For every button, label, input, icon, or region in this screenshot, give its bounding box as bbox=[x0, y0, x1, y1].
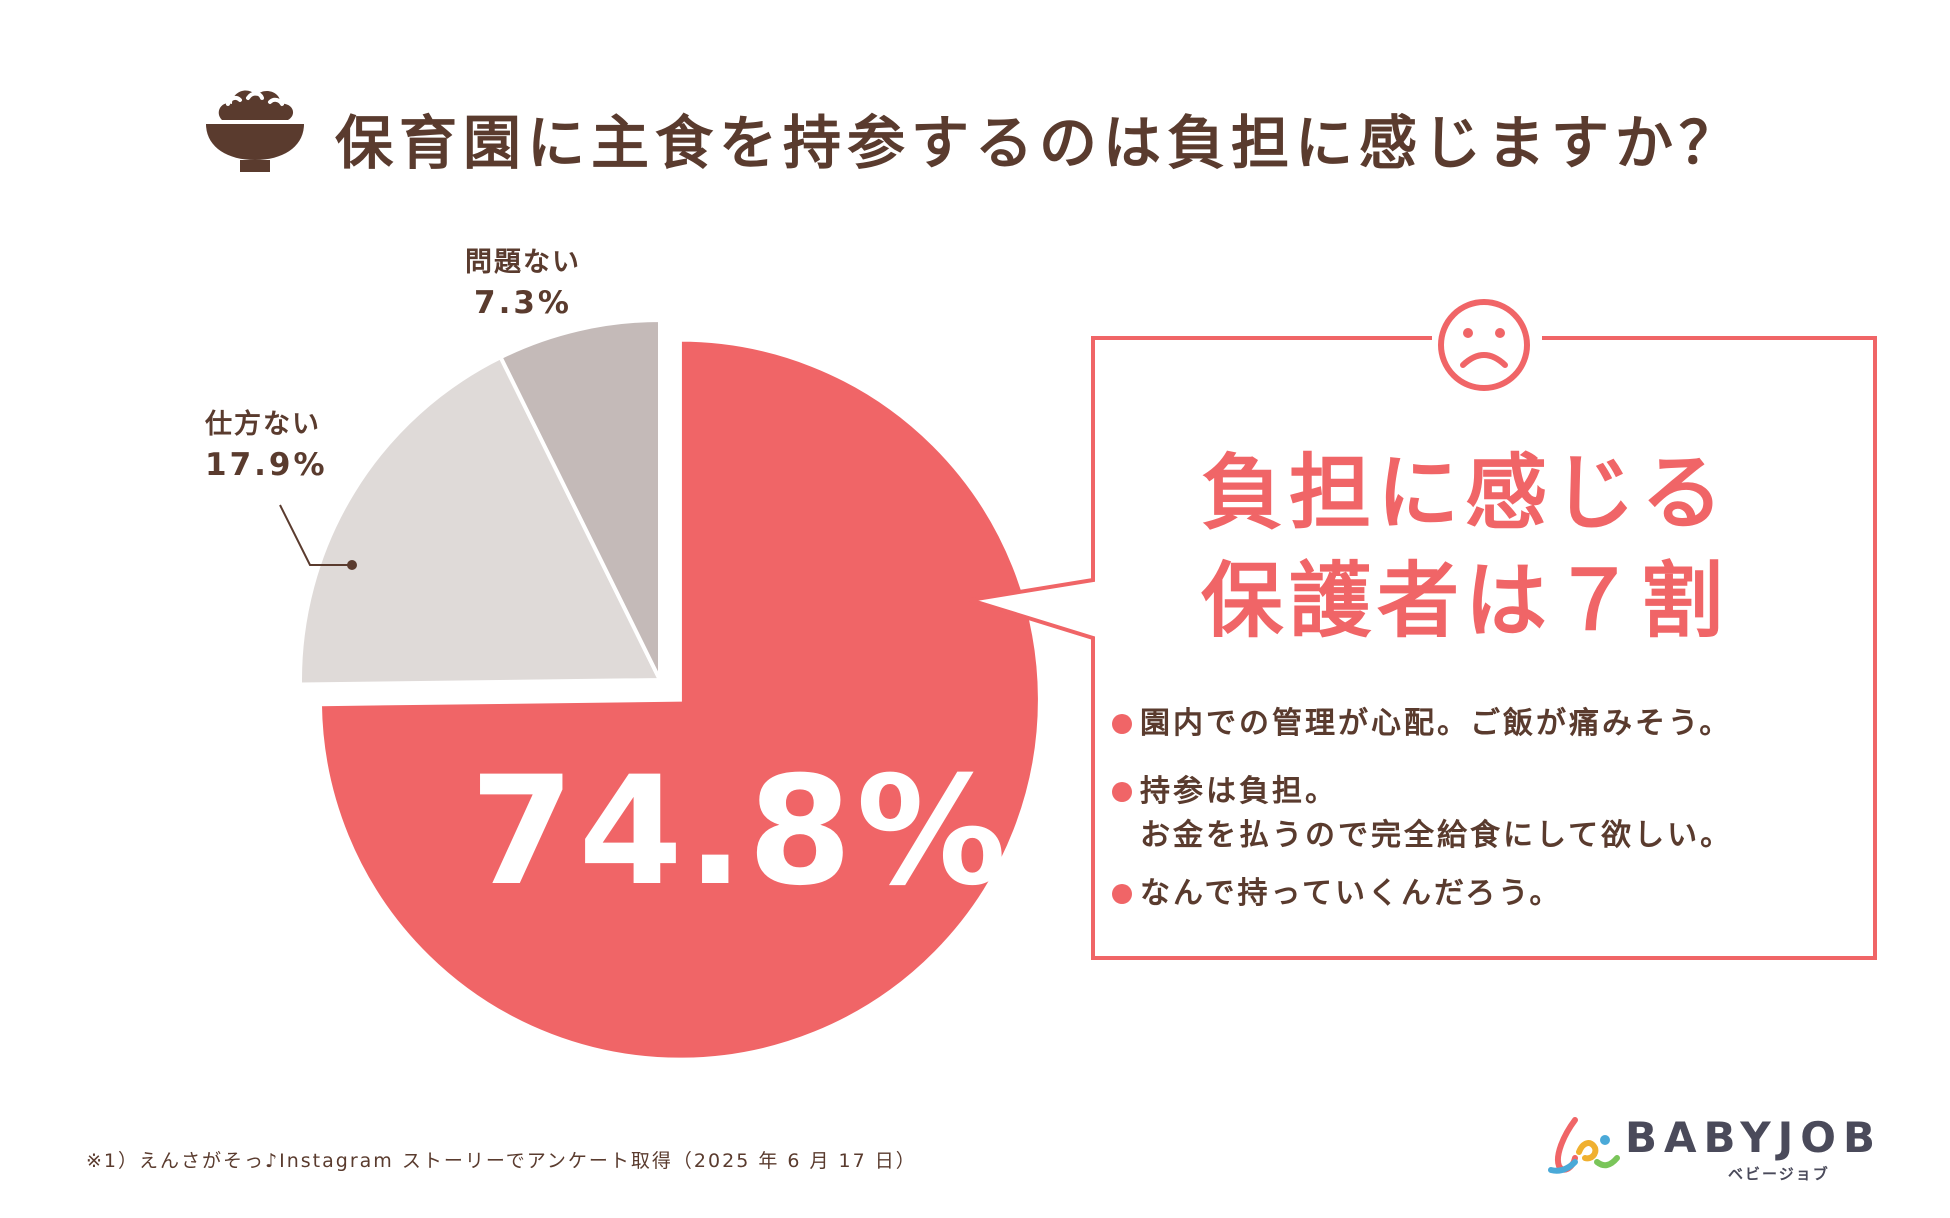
callout-heading-line2: 保護者は７割 bbox=[1200, 554, 1729, 649]
bullet-text: お金を払うので完全給食にして欲しい。 bbox=[1140, 818, 1734, 853]
rice-bowl-icon bbox=[206, 90, 304, 172]
slice-label-mondainai: 問題ない 7.3% bbox=[465, 240, 581, 321]
slice-label-shikatanai: 仕方ない 17.9% bbox=[205, 402, 328, 483]
bullet-text: なんで持っていくんだろう。 bbox=[1140, 876, 1563, 911]
slice-value: 17.9% bbox=[205, 447, 328, 483]
main-percentage-label: 74.8% bbox=[470, 745, 1011, 919]
slice-value: 7.3% bbox=[474, 285, 572, 321]
bullet-text: 持参は負担。 bbox=[1140, 774, 1338, 809]
footnote: ※1）えんさがそっ♪Instagram ストーリーでアンケート取得（2025 年… bbox=[86, 1150, 917, 1172]
brand-subtitle: ベビージョブ bbox=[1728, 1165, 1830, 1183]
pie-slice bbox=[298, 354, 664, 687]
chart-title: 保育園に主食を持参するのは負担に感じますか？ bbox=[335, 109, 1744, 177]
callout-bullet: 園内での管理が心配。ご飯が痛みそう。 bbox=[1112, 702, 1733, 746]
callout-heading-line1: 負担に感じる bbox=[1200, 446, 1729, 541]
callout-bullet: なんで持っていくんだろう。 bbox=[1112, 872, 1563, 916]
pie-slice bbox=[317, 337, 1042, 1062]
callout-heading: 負担に感じる 保護者は７割 bbox=[1095, 440, 1835, 656]
leader-line bbox=[279, 504, 352, 566]
bullet-dot-icon bbox=[1112, 884, 1132, 904]
bullet-text: 園内での管理が心配。ご飯が痛みそう。 bbox=[1140, 706, 1733, 741]
bullet-dot-icon bbox=[1112, 714, 1132, 734]
callout-bullet: 持参は負担。 お金を払うので完全給食にして欲しい。 bbox=[1112, 770, 1734, 858]
slice-name: 仕方ない bbox=[205, 409, 321, 440]
slice-name: 問題ない bbox=[465, 247, 581, 278]
sad-face-icon bbox=[1438, 299, 1530, 391]
bullet-dot-icon bbox=[1112, 782, 1132, 802]
pie-slice bbox=[497, 317, 662, 681]
brand-name: BABYJOB bbox=[1625, 1113, 1882, 1162]
leader-dot bbox=[347, 560, 357, 570]
babyjob-logo-icon bbox=[1548, 1117, 1620, 1174]
